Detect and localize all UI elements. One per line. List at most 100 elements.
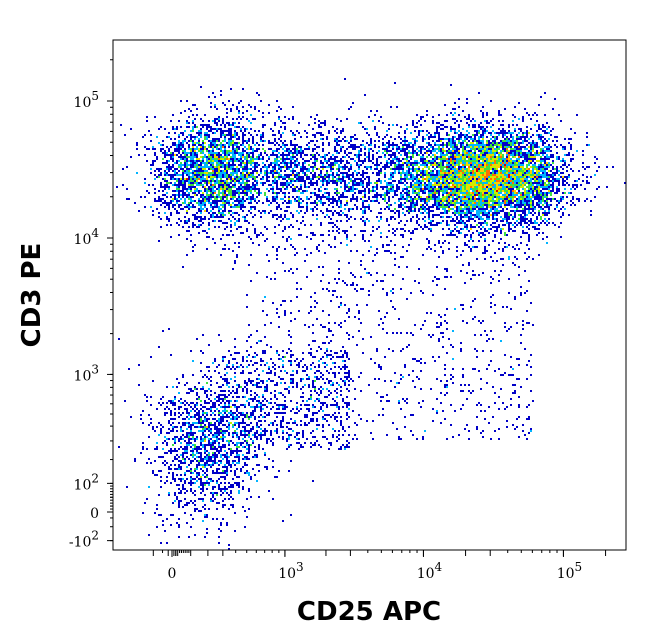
density-cell [214, 168, 216, 170]
density-cell [520, 172, 522, 174]
density-cell [430, 178, 432, 180]
density-cell [586, 180, 588, 182]
density-cell [514, 190, 516, 192]
density-cell [202, 172, 204, 174]
density-cell [200, 144, 202, 146]
density-cell [332, 182, 334, 184]
density-cell [418, 174, 420, 176]
density-cell [514, 144, 516, 146]
density-cell [508, 174, 510, 176]
density-cell [506, 150, 508, 152]
density-cell [548, 208, 550, 210]
density-cell [488, 184, 490, 186]
density-cell [482, 210, 484, 212]
density-cell [508, 124, 510, 126]
density-cell [576, 180, 578, 182]
density-cell [524, 174, 526, 176]
density-cell [208, 176, 210, 178]
density-cell [542, 164, 544, 166]
density-cell [490, 172, 492, 174]
density-cell [224, 160, 226, 162]
density-cell [154, 174, 156, 176]
density-cell [236, 142, 238, 144]
density-cell [558, 190, 560, 192]
density-cell [464, 244, 466, 246]
density-cell [494, 206, 496, 208]
density-cell [324, 180, 326, 182]
density-cell [172, 126, 174, 128]
density-cell [162, 158, 164, 160]
density-cell [494, 196, 496, 198]
density-cell [432, 164, 434, 166]
density-cell [242, 160, 244, 162]
density-cell [228, 200, 230, 202]
density-cell [450, 194, 452, 196]
density-cell [334, 180, 336, 182]
density-cell [496, 160, 498, 162]
density-cell [478, 164, 480, 166]
density-cell [504, 150, 506, 152]
density-cell [198, 172, 200, 174]
density-cell [162, 144, 164, 146]
density-cell [434, 150, 436, 152]
density-cell [256, 182, 258, 184]
density-cell [422, 140, 424, 142]
density-cell [256, 164, 258, 166]
density-cell [218, 220, 220, 222]
density-cell [228, 190, 230, 192]
density-cell [546, 150, 548, 152]
density-cell [200, 124, 202, 126]
density-cell [252, 136, 254, 138]
density-cell [446, 120, 448, 122]
density-cell [226, 186, 228, 188]
density-cell [504, 174, 506, 176]
density-cell [458, 142, 460, 144]
density-cell [186, 230, 188, 232]
density-cell [282, 176, 284, 178]
density-cell [446, 152, 448, 154]
density-cell [436, 214, 438, 216]
density-cell [444, 160, 446, 162]
density-cell [584, 168, 586, 170]
density-cell [386, 194, 388, 196]
density-cell [248, 180, 250, 182]
density-cell [408, 150, 410, 152]
density-cell [176, 200, 178, 202]
density-cell [448, 204, 450, 206]
density-cell [572, 184, 574, 186]
density-cell [436, 158, 438, 160]
density-cell [188, 156, 190, 158]
density-cell [422, 156, 424, 158]
density-cell [520, 182, 522, 184]
density-cell [186, 126, 188, 128]
density-cell [348, 176, 350, 178]
density-cell [486, 184, 488, 186]
density-cell [214, 146, 216, 148]
density-cell [512, 150, 514, 152]
density-cell [464, 202, 466, 204]
density-cell [486, 218, 488, 220]
density-cell [504, 164, 506, 166]
density-cell [226, 166, 228, 168]
density-cell [186, 152, 188, 154]
density-cell [500, 204, 502, 206]
density-cell [460, 176, 462, 178]
density-cell [532, 186, 534, 188]
density-cell [212, 178, 214, 180]
density-cell [562, 164, 564, 166]
density-cell [174, 144, 176, 146]
density-cell [450, 154, 452, 156]
density-cell [222, 164, 224, 166]
density-cell [440, 168, 442, 170]
density-cell [480, 142, 482, 144]
density-cell [442, 170, 444, 172]
density-cell [154, 192, 156, 194]
density-cell [546, 146, 548, 148]
density-cell [508, 216, 510, 218]
density-cell [450, 186, 452, 188]
density-cell [404, 198, 406, 200]
density-cell [518, 162, 520, 164]
density-cell [508, 160, 510, 162]
density-cell [468, 198, 470, 200]
density-cell [292, 174, 294, 176]
